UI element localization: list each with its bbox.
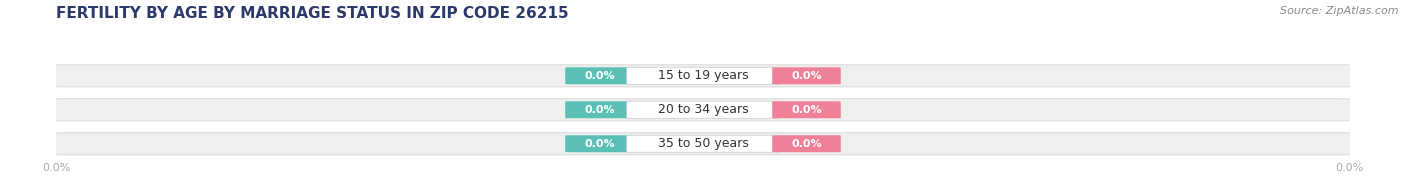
FancyBboxPatch shape <box>772 101 841 118</box>
FancyBboxPatch shape <box>53 99 1353 121</box>
FancyBboxPatch shape <box>53 133 1353 155</box>
FancyBboxPatch shape <box>627 67 779 84</box>
Text: 35 to 50 years: 35 to 50 years <box>658 137 748 150</box>
Text: 0.0%: 0.0% <box>585 139 614 149</box>
FancyBboxPatch shape <box>627 135 779 152</box>
Text: FERTILITY BY AGE BY MARRIAGE STATUS IN ZIP CODE 26215: FERTILITY BY AGE BY MARRIAGE STATUS IN Z… <box>56 6 569 21</box>
FancyBboxPatch shape <box>565 67 634 84</box>
Text: 0.0%: 0.0% <box>792 105 821 115</box>
FancyBboxPatch shape <box>565 101 634 118</box>
Text: 15 to 19 years: 15 to 19 years <box>658 69 748 82</box>
Text: Source: ZipAtlas.com: Source: ZipAtlas.com <box>1281 6 1399 16</box>
Text: 20 to 34 years: 20 to 34 years <box>658 103 748 116</box>
FancyBboxPatch shape <box>53 65 1353 87</box>
FancyBboxPatch shape <box>772 135 841 152</box>
FancyBboxPatch shape <box>565 135 634 152</box>
FancyBboxPatch shape <box>627 101 779 118</box>
Text: 0.0%: 0.0% <box>585 71 614 81</box>
FancyBboxPatch shape <box>772 67 841 84</box>
Text: 0.0%: 0.0% <box>792 139 821 149</box>
Text: 0.0%: 0.0% <box>585 105 614 115</box>
Text: 0.0%: 0.0% <box>792 71 821 81</box>
